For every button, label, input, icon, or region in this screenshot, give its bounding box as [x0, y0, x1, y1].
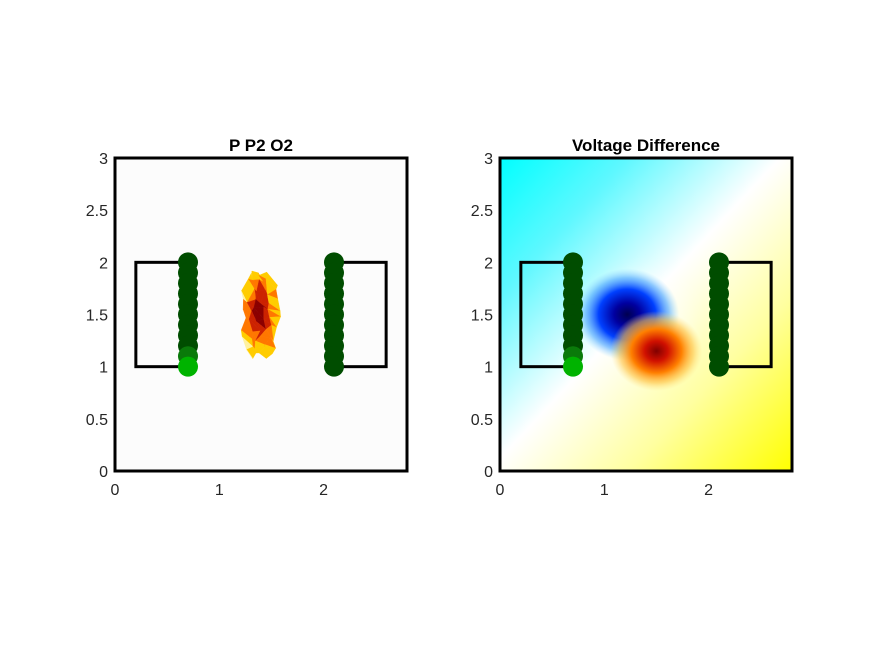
electrode-marker [563, 356, 583, 377]
heatmap-field [500, 158, 792, 471]
electrode-markers [563, 252, 729, 377]
panel-voltage-difference: 0 1 2 0 0.5 1 1.5 2 2.5 3 Voltage Difference [471, 136, 794, 499]
source-blob-facet [264, 343, 273, 359]
electrode-marker [709, 356, 729, 377]
source-blob [240, 270, 282, 360]
chart-title: Voltage Difference [572, 136, 720, 155]
x-tick-label: 2 [704, 482, 713, 499]
y-tick-label: 1.5 [471, 308, 493, 325]
y-tick-label: 0.5 [471, 412, 493, 429]
y-tick-labels: 0 0.5 1 1.5 2 2.5 3 [86, 151, 108, 481]
y-tick-label: 0 [99, 464, 108, 481]
x-tick-labels: 0 1 2 [496, 482, 714, 499]
y-tick-label: 2.5 [471, 203, 493, 220]
y-tick-labels: 0 0.5 1 1.5 2 2.5 3 [471, 151, 493, 481]
x-tick-label: 0 [496, 482, 505, 499]
source-blob-facet [252, 346, 257, 359]
electrode-marker [178, 356, 198, 377]
source-blob-facet [246, 349, 254, 360]
source-blob-facet [254, 348, 260, 354]
y-tick-label: 1 [484, 360, 493, 377]
y-tick-label: 2 [484, 255, 493, 272]
y-tick-label: 3 [99, 151, 108, 168]
x-tick-label: 2 [319, 482, 328, 499]
y-tick-label: 1.5 [86, 308, 108, 325]
y-tick-label: 2.5 [86, 203, 108, 220]
panel-source-estimate: 0 1 2 0 0.5 1 1.5 2 2.5 3 P P2 O2 [86, 136, 409, 499]
electrode-markers [178, 252, 344, 377]
chart-title: P P2 O2 [229, 136, 293, 155]
y-tick-label: 0 [484, 464, 493, 481]
x-tick-labels: 0 1 2 [111, 482, 329, 499]
axes-frame [498, 156, 794, 473]
y-tick-label: 1 [99, 360, 108, 377]
x-tick-label: 0 [111, 482, 120, 499]
x-tick-label: 1 [600, 482, 609, 499]
axes-frame [113, 156, 409, 473]
heatmap-positive-extreme [610, 311, 703, 392]
y-tick-label: 3 [484, 151, 493, 168]
y-tick-label: 0.5 [86, 412, 108, 429]
y-tick-label: 2 [99, 255, 108, 272]
x-tick-label: 1 [215, 482, 224, 499]
electrode-marker [324, 356, 344, 377]
